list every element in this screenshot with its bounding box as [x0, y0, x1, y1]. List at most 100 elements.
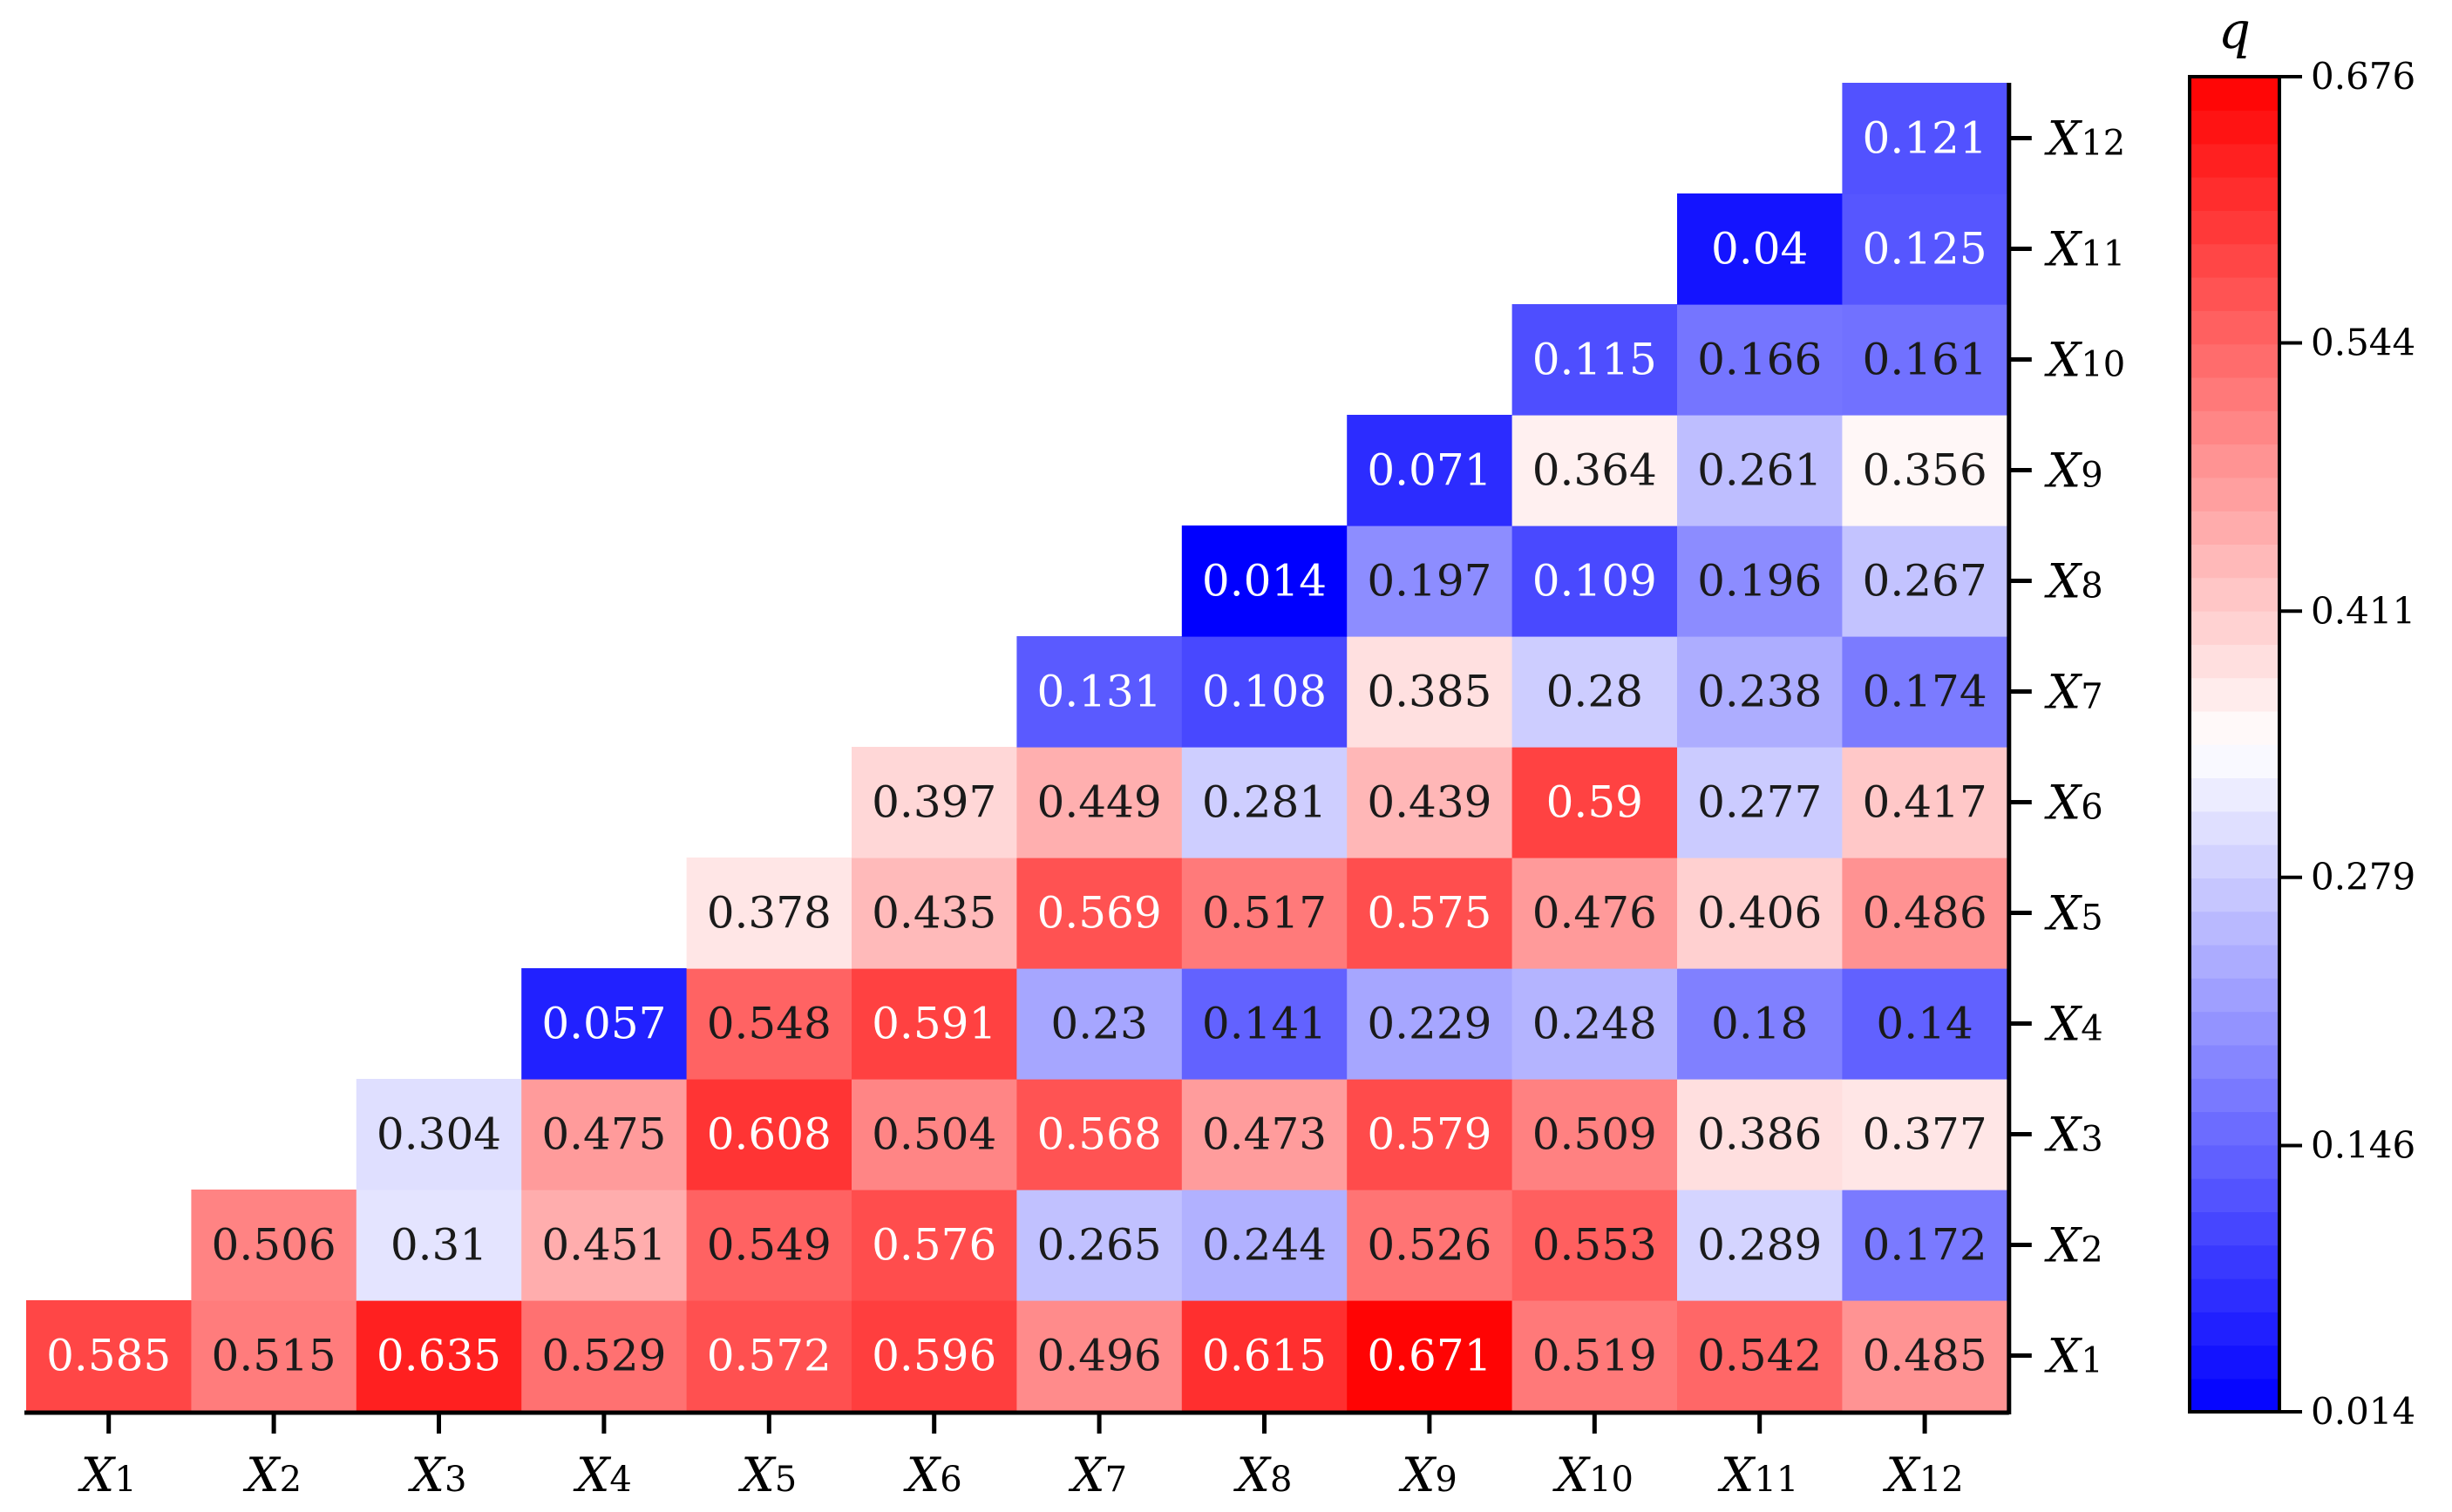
heatmap-cell — [1842, 747, 2008, 858]
heatmap-cell — [1842, 858, 2008, 969]
heatmap-cell-label: 0.166 — [1697, 335, 1822, 385]
heatmap-cell — [1677, 525, 1843, 637]
heatmap-cell-label: 0.473 — [1202, 1109, 1327, 1160]
heatmap-cell — [521, 1300, 688, 1412]
heatmap-cell-label: 0.585 — [46, 1331, 171, 1381]
heatmap-axes — [24, 83, 2012, 1415]
colorbar-step — [2190, 1312, 2279, 1346]
heatmap-cell — [1016, 1079, 1183, 1190]
heatmap-cell-label: 0.397 — [872, 777, 996, 828]
heatmap-cell — [1181, 636, 1348, 748]
heatmap-cell-label: 0.289 — [1697, 1220, 1822, 1271]
heatmap-cell — [1347, 1300, 1513, 1412]
colorbar-step — [2190, 744, 2279, 779]
heatmap-cell-label: 0.635 — [377, 1331, 501, 1381]
heatmap-cell — [1347, 525, 1513, 637]
heatmap-cell-label: 0.576 — [872, 1220, 996, 1271]
x-tick-label: X3 — [408, 1448, 467, 1502]
heatmap-cell — [1677, 304, 1843, 416]
heatmap-cell — [1677, 968, 1843, 1080]
heatmap-cell — [1511, 858, 1678, 969]
heatmap-cell-label: 0.108 — [1202, 667, 1327, 717]
heatmap-cell — [852, 1190, 1017, 1301]
heatmap-cell — [1016, 1190, 1183, 1301]
heatmap-cell-label: 0.04 — [1711, 224, 1808, 275]
heatmap-cell-label: 0.261 — [1697, 445, 1822, 496]
heatmap-cell — [1016, 636, 1183, 748]
heatmap-cell-label: 0.141 — [1202, 999, 1327, 1049]
x-tick-label: X6 — [903, 1448, 962, 1502]
heatmap-cell-label: 0.267 — [1863, 556, 1987, 607]
colorbar-step — [2190, 444, 2279, 478]
heatmap-cell — [1842, 415, 2008, 526]
colorbar: 0.014 0.146 0.279 0.411 0.544 0.676 q — [2188, 1, 2415, 1433]
heatmap-cell — [1181, 747, 1348, 858]
heatmap-cell-label: 0.529 — [541, 1331, 666, 1381]
y-tick-label: X1 — [2044, 1329, 2103, 1384]
heatmap-cell — [1511, 1300, 1678, 1412]
heatmap-cell-label: 0.406 — [1697, 888, 1822, 939]
heatmap-cell-label: 0.197 — [1367, 556, 1491, 607]
colorbar-step — [2190, 978, 2279, 1013]
colorbar-step — [2190, 1345, 2279, 1380]
colorbar-step — [2190, 610, 2279, 645]
heatmap-cell — [1347, 968, 1513, 1080]
heatmap-cell — [1842, 304, 2008, 416]
x-tick-label: X5 — [737, 1448, 797, 1502]
heatmap-cell-label: 0.244 — [1202, 1220, 1327, 1271]
colorbar-step — [2190, 143, 2279, 178]
heatmap-cell — [1347, 636, 1513, 748]
colorbar-step — [2190, 1211, 2279, 1246]
colorbar-step — [2190, 243, 2279, 278]
heatmap-cell — [356, 1190, 522, 1301]
heatmap-cell-label: 0.553 — [1532, 1220, 1657, 1271]
heatmap-cell-label: 0.174 — [1863, 667, 1987, 717]
x-tick-label: X8 — [1233, 1448, 1293, 1502]
heatmap-cell — [686, 1190, 852, 1301]
colorbar-gradient — [2190, 77, 2279, 1413]
y-tick-label: X4 — [2044, 997, 2103, 1052]
heatmap-cell-label: 0.378 — [707, 888, 832, 939]
heatmap-cell — [191, 1300, 357, 1412]
heatmap-cell-label: 0.526 — [1367, 1220, 1491, 1271]
heatmap-cell — [1842, 525, 2008, 637]
colorbar-tick-label: 0.146 — [2311, 1124, 2415, 1167]
heatmap-cell — [852, 858, 1017, 969]
heatmap-cell-label: 0.549 — [707, 1220, 832, 1271]
x-tick-label: X10 — [1552, 1448, 1634, 1502]
colorbar-step — [2190, 544, 2279, 579]
colorbar-step — [2190, 1078, 2279, 1113]
heatmap-cell-label: 0.18 — [1711, 999, 1808, 1049]
heatmap-cell-label: 0.14 — [1876, 999, 1973, 1049]
heatmap-cell — [521, 1079, 688, 1190]
colorbar-step — [2190, 1111, 2279, 1146]
heatmap-cell-label: 0.364 — [1532, 445, 1657, 496]
heatmap-cell — [356, 1300, 522, 1412]
heatmap-cell — [1842, 1079, 2008, 1190]
colorbar-step — [2190, 810, 2279, 845]
colorbar-step — [2190, 343, 2279, 378]
x-tick-label: X7 — [1068, 1448, 1127, 1502]
x-tick-label: X9 — [1398, 1448, 1457, 1502]
heatmap-cell — [686, 1079, 852, 1190]
heatmap-cell — [1511, 415, 1678, 526]
heatmap-cell — [1347, 1190, 1513, 1301]
heatmap-cell-label: 0.519 — [1532, 1331, 1657, 1381]
colorbar-tick-label: 0.014 — [2311, 1390, 2415, 1433]
y-tick-label: X3 — [2044, 1108, 2103, 1163]
heatmap-cell — [1181, 1079, 1348, 1190]
heatmap-cell — [1016, 747, 1183, 858]
colorbar-tick-label: 0.279 — [2311, 856, 2415, 898]
heatmap-cell-label: 0.496 — [1037, 1331, 1162, 1381]
heatmap-cell-label: 0.265 — [1037, 1220, 1162, 1271]
heatmap-cell — [1677, 1300, 1843, 1412]
colorbar-step — [2190, 477, 2279, 512]
heatmap-cells — [26, 83, 2008, 1412]
colorbar-step — [2190, 710, 2279, 745]
heatmap-cell-label: 0.615 — [1202, 1331, 1327, 1381]
heatmap-cell-label: 0.485 — [1863, 1331, 1987, 1381]
heatmap-cell-label: 0.377 — [1863, 1109, 1987, 1160]
heatmap-cell-label: 0.591 — [872, 999, 996, 1049]
colorbar-step — [2190, 911, 2279, 946]
